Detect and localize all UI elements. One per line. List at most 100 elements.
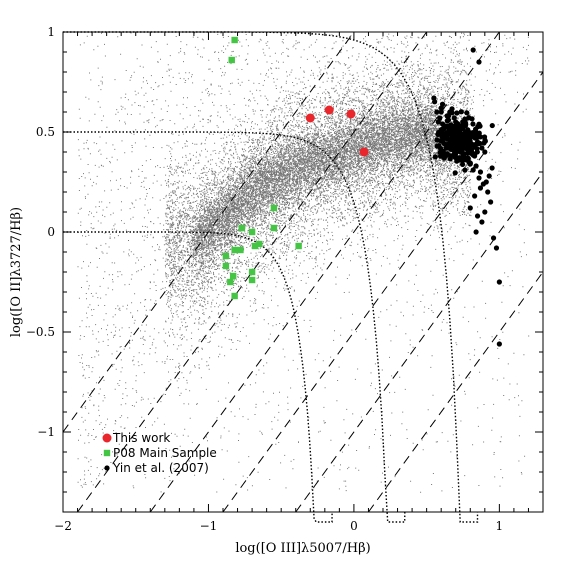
legend-label-this-work: This work [112, 431, 170, 445]
point-yin-core [475, 134, 481, 140]
point-yin-core [462, 133, 468, 139]
point-yin-core [474, 149, 480, 155]
point-yin [482, 149, 488, 155]
point-yin-core [466, 115, 472, 121]
point-yin-core [439, 101, 446, 107]
point-yin [476, 59, 482, 65]
y-tick-label: 0.5 [36, 125, 55, 139]
point-yin-core [457, 127, 463, 133]
point-p08 [231, 292, 238, 300]
point-this-work [346, 109, 356, 119]
point-yin-core [464, 147, 471, 153]
legend-marker-yin [104, 465, 110, 471]
series-0 [305, 105, 369, 157]
y-tick-label: 0 [47, 225, 55, 239]
point-yin-core [489, 122, 495, 129]
legend-marker-this-work [102, 433, 112, 443]
point-yin [476, 175, 482, 181]
point-yin [451, 115, 457, 121]
point-yin-core [481, 134, 488, 140]
dashed-line-0 [62, 31, 355, 433]
point-yin [437, 115, 443, 121]
point-yin-core [449, 110, 455, 116]
point-this-work [305, 113, 315, 123]
point-yin [434, 109, 440, 115]
point-yin [473, 163, 479, 169]
point-yin-core [441, 141, 447, 147]
point-yin [479, 145, 485, 151]
point-yin [496, 279, 502, 285]
point-yin-core [438, 132, 444, 138]
point-yin-core [467, 138, 473, 144]
y-tick-label: −1 [37, 425, 55, 439]
point-yin-core [477, 123, 483, 129]
x-tick-label: −2 [54, 519, 72, 533]
point-yin-core [462, 167, 468, 173]
point-p08 [248, 268, 256, 276]
point-yin [474, 213, 481, 219]
dotted-curve-1 [63, 131, 406, 523]
point-yin-core [461, 123, 467, 129]
y-tick-label: −0.5 [26, 325, 55, 339]
point-yin [467, 205, 473, 211]
point-yin [485, 189, 491, 195]
point-p08 [270, 224, 278, 232]
reference-lines [62, 31, 544, 523]
point-this-work [324, 105, 334, 115]
point-p08 [231, 246, 238, 254]
point-yin-core [454, 110, 460, 116]
point-yin [472, 193, 478, 199]
dashed-line-3 [222, 71, 544, 513]
point-p08 [238, 224, 246, 232]
point-yin [493, 245, 500, 251]
data-series [222, 36, 502, 347]
point-p08 [248, 276, 256, 284]
point-yin-core [470, 130, 476, 136]
point-yin [470, 47, 476, 53]
point-p08 [256, 240, 263, 248]
point-yin-core [459, 158, 466, 164]
legend: This work P08 Main Sample Yin et al. (20… [102, 431, 217, 475]
point-yin-core [441, 155, 447, 161]
point-yin-core [444, 151, 450, 157]
point-yin-core [444, 118, 450, 124]
point-this-work [359, 147, 369, 157]
point-p08 [248, 228, 256, 236]
x-tick-label: −1 [200, 519, 218, 533]
point-p08 [228, 56, 235, 64]
point-yin [438, 109, 444, 115]
point-yin [488, 199, 494, 205]
series-1 [222, 36, 302, 300]
dashed-line-2 [149, 31, 500, 513]
point-yin-core [449, 106, 455, 112]
point-yin-core [470, 121, 476, 127]
point-p08 [229, 272, 237, 280]
point-yin-core [457, 147, 463, 153]
point-yin [470, 167, 476, 173]
point-yin-core [467, 160, 473, 166]
point-p08 [222, 252, 230, 260]
point-yin-core [438, 145, 444, 152]
legend-label-p08: P08 Main Sample [113, 446, 217, 460]
point-yin [490, 235, 497, 241]
point-yin [435, 119, 441, 125]
dashed-line-5 [368, 271, 544, 513]
point-yin-core [465, 155, 471, 162]
point-p08 [270, 204, 278, 212]
point-yin-core [432, 154, 438, 160]
point-p08 [222, 262, 230, 270]
point-yin [482, 209, 488, 215]
point-p08 [295, 242, 302, 250]
point-yin-core [458, 109, 464, 115]
dotted-curve-2 [63, 231, 333, 523]
point-yin-core [452, 170, 458, 176]
x-axis-label: log([O III]λ5007/Hβ) [235, 541, 370, 556]
point-yin-core [457, 132, 463, 138]
point-yin-core [462, 116, 468, 122]
point-yin-core [444, 132, 450, 138]
tick-labels: −2 −1 0 1 −1 −0.5 0 0.5 1 [26, 25, 503, 533]
point-yin [483, 179, 489, 185]
y-axis-label: log([O II]λ3727/Hβ) [9, 207, 24, 337]
point-yin-core [453, 136, 459, 143]
